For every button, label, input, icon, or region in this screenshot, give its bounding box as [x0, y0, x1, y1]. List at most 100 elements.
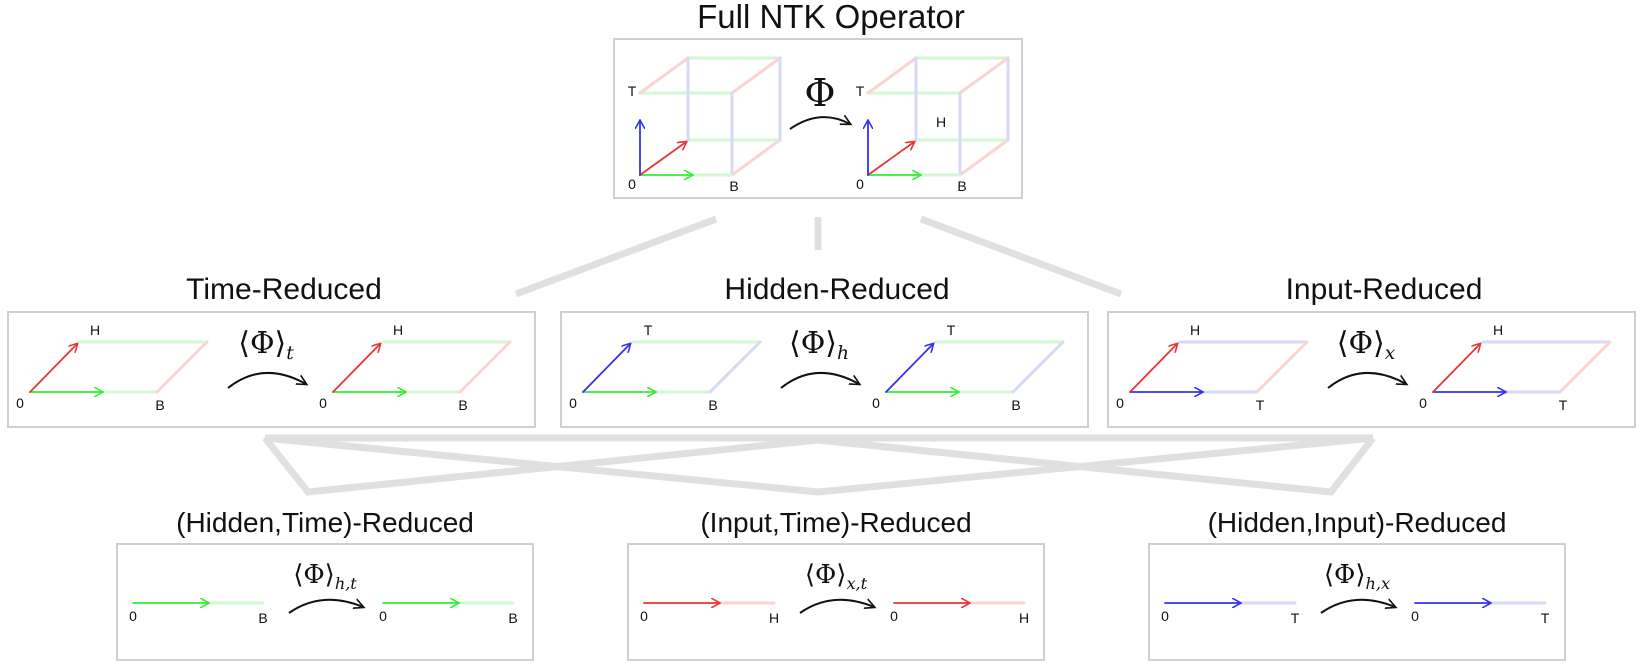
label-origin-right: 0	[319, 395, 327, 411]
label-diag-left: T	[644, 322, 653, 338]
label-horiz-left: T	[1256, 397, 1265, 413]
label-end-right: H	[1019, 610, 1029, 626]
label-origin-right: 0	[1419, 395, 1427, 411]
single-title-2: Input-Reduced	[1286, 273, 1483, 306]
label-horiz-right: B	[1011, 397, 1020, 413]
label-horiz-right: B	[458, 397, 467, 413]
para-edge-right	[155, 340, 209, 394]
single-panel-0: Time-Reduced 0 H B 0 H B ⟨Φ⟩t	[7, 273, 536, 428]
double-panel-1: (Input,Time)-Reduced 0 H 0 H ⟨Φ⟩x,t	[627, 507, 1045, 661]
cube-edge-top-left	[866, 56, 918, 95]
connector-outer-zigzag	[262, 435, 1376, 496]
single-frame-2	[1107, 311, 1636, 428]
full-title: Full NTK Operator	[697, 0, 965, 35]
label-diag-left: H	[90, 322, 100, 338]
double-op-label-2: ⟨Φ⟩h,x	[1324, 560, 1390, 593]
para-edge-right	[1558, 340, 1612, 394]
double-reduced-panels: (Hidden,Time)-Reduced 0 B 0 B ⟨Φ⟩h,t (Input,Ti…	[116, 507, 1566, 661]
double-op-label-1: ⟨Φ⟩x,t	[805, 560, 868, 593]
full-cube-left: 0 T B	[628, 56, 782, 194]
single-frame-0	[7, 311, 536, 428]
para-diag-arrow	[582, 344, 630, 393]
label-t: T	[856, 83, 865, 99]
single-op-arrow-2	[1327, 372, 1406, 389]
label-origin: 0	[628, 176, 636, 192]
label-h: H	[936, 114, 946, 130]
label-origin-right: 0	[872, 395, 880, 411]
full-cube-right: 0 T B H	[856, 56, 1010, 194]
label-diag-right: H	[1493, 322, 1503, 338]
axis-h-arrow	[867, 142, 914, 176]
full-op-symbol: Φ	[804, 71, 835, 115]
double-title-2: (Hidden,Input)-Reduced	[1208, 507, 1507, 538]
cube-edge-bottom-right	[958, 138, 1010, 177]
double-op-label-0: ⟨Φ⟩h,t	[293, 560, 357, 593]
label-horiz-left: B	[155, 397, 164, 413]
label-horiz-right: T	[1559, 397, 1568, 413]
label-origin-right: 0	[1411, 608, 1419, 624]
para-edge-right	[1011, 340, 1065, 394]
double-panel-0: (Hidden,Time)-Reduced 0 B 0 B ⟨Φ⟩h,t	[116, 507, 534, 661]
single-op-arrow-1	[780, 372, 859, 389]
connector-full-to-input	[919, 215, 1123, 298]
single-op-label-2: ⟨Φ⟩x	[1337, 326, 1396, 364]
connector-lines	[262, 215, 1376, 496]
label-end-right: B	[508, 610, 517, 626]
label-origin-left: 0	[1161, 608, 1169, 624]
label-horiz-left: B	[708, 397, 717, 413]
para-diag-arrow	[1432, 344, 1480, 393]
double-panel-2: (Hidden,Input)-Reduced 0 T 0 T ⟨Φ⟩h,x	[1148, 507, 1566, 661]
double-op-arrow-2	[1320, 600, 1395, 614]
full-panel-frame	[613, 38, 1023, 199]
para-edge-right	[1255, 340, 1309, 394]
cube-edge-bottom-right	[730, 138, 782, 177]
label-end-right: T	[1541, 610, 1550, 626]
para-edge-right	[708, 340, 762, 394]
single-op-label-0: ⟨Φ⟩t	[238, 326, 294, 364]
single-op-arrow-0	[227, 372, 306, 389]
label-diag-right: T	[947, 322, 956, 338]
label-t: T	[628, 83, 637, 99]
label-origin-left: 0	[569, 395, 577, 411]
label-origin-right: 0	[890, 608, 898, 624]
label-end-left: B	[258, 610, 267, 626]
double-title-1: (Input,Time)-Reduced	[700, 507, 971, 538]
para-diag-arrow	[332, 344, 380, 393]
double-op-arrow-0	[288, 600, 363, 614]
axis-h-arrow	[639, 142, 686, 176]
label-diag-left: H	[1190, 322, 1200, 338]
para-edge-right	[458, 340, 512, 394]
label-end-left: H	[769, 610, 779, 626]
single-panel-1: Hidden-Reduced 0 T B 0 T B ⟨Φ⟩h	[560, 273, 1089, 428]
single-title-1: Hidden-Reduced	[724, 273, 949, 306]
single-frame-1	[560, 311, 1089, 428]
label-origin-left: 0	[129, 608, 137, 624]
label-diag-right: H	[393, 322, 403, 338]
label-origin-left: 0	[1116, 395, 1124, 411]
para-diag-arrow	[885, 344, 933, 393]
single-title-0: Time-Reduced	[186, 273, 382, 306]
single-reduced-panels: Time-Reduced 0 H B 0 H B ⟨Φ⟩t Hidden-Reduced 0 T B 0…	[7, 273, 1636, 428]
label-b: B	[957, 178, 966, 194]
label-b: B	[729, 178, 738, 194]
label-origin-right: 0	[379, 608, 387, 624]
cube-edge-top-right	[730, 56, 782, 95]
full-panel: 0 T B 0 T B H Φ	[613, 38, 1023, 199]
connector-inner-chevron	[264, 434, 1374, 496]
label-origin-left: 0	[640, 608, 648, 624]
double-op-arrow-1	[799, 600, 874, 614]
label-end-left: T	[1291, 610, 1300, 626]
cube-edge-top-left	[638, 56, 690, 95]
full-op-arrow	[789, 117, 850, 130]
label-origin-left: 0	[16, 395, 24, 411]
double-title-0: (Hidden,Time)-Reduced	[176, 507, 474, 538]
para-diag-arrow	[29, 344, 77, 393]
single-op-label-1: ⟨Φ⟩h	[789, 326, 849, 364]
cube-edge-top-right	[958, 56, 1010, 95]
label-origin: 0	[856, 176, 864, 192]
connector-full-to-time	[514, 215, 718, 298]
single-panel-2: Input-Reduced 0 H T 0 H T ⟨Φ⟩x	[1107, 273, 1636, 428]
para-diag-arrow	[1129, 344, 1177, 393]
